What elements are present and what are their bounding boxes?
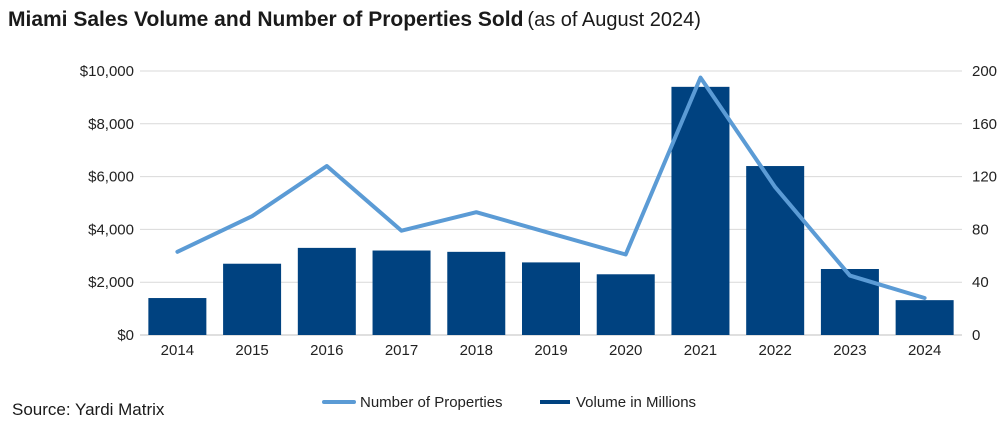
line-point-2022 bbox=[773, 185, 777, 189]
y-right-tick-label: 0 bbox=[972, 327, 980, 344]
bar-2015 bbox=[223, 263, 282, 335]
line-point-2019 bbox=[549, 231, 553, 235]
line-point-2024 bbox=[923, 296, 927, 300]
x-tick-label: 2020 bbox=[609, 342, 642, 359]
legend-label-number-of-properties: Number of Properties bbox=[360, 394, 503, 411]
line-point-2015 bbox=[250, 214, 254, 218]
bar-2024 bbox=[895, 300, 954, 335]
y-right-tick-label: 120 bbox=[972, 169, 997, 186]
line-point-2021 bbox=[698, 76, 702, 80]
line-point-2014 bbox=[175, 250, 179, 254]
y-right-tick-label: 200 bbox=[972, 63, 997, 80]
x-tick-label: 2023 bbox=[833, 342, 866, 359]
x-tick-label: 2021 bbox=[684, 342, 717, 359]
y-left-tick-label: $6,000 bbox=[88, 169, 134, 186]
y-left-tick-label: $2,000 bbox=[88, 274, 134, 291]
chart-title-row: Miami Sales Volume and Number of Propert… bbox=[8, 8, 701, 32]
y-left-tick-label: $4,000 bbox=[88, 221, 134, 238]
line-point-2017 bbox=[400, 229, 404, 233]
source-note: Source: Yardi Matrix bbox=[12, 400, 165, 419]
bar-2023 bbox=[820, 269, 879, 335]
y-right-tick-label: 80 bbox=[972, 221, 989, 238]
x-tick-label: 2014 bbox=[161, 342, 194, 359]
line-point-2018 bbox=[474, 210, 478, 214]
x-tick-label: 2017 bbox=[385, 342, 418, 359]
legend-label-volume-in-millions: Volume in Millions bbox=[576, 394, 696, 411]
bar-2022 bbox=[746, 166, 805, 335]
x-tick-label: 2018 bbox=[460, 342, 493, 359]
x-tick-label: 2024 bbox=[908, 342, 941, 359]
y-left-tick-label: $8,000 bbox=[88, 116, 134, 133]
x-tick-label: 2022 bbox=[758, 342, 791, 359]
bar-2018 bbox=[447, 251, 506, 335]
bar-2019 bbox=[522, 262, 580, 335]
x-tick-label: 2019 bbox=[534, 342, 567, 359]
y-left-tick-label: $0 bbox=[117, 327, 134, 344]
y-right-tick-label: 40 bbox=[972, 274, 989, 291]
y-right-tick-label: 160 bbox=[972, 116, 997, 133]
x-tick-label: 2015 bbox=[235, 342, 268, 359]
chart-title: Miami Sales Volume and Number of Propert… bbox=[8, 8, 524, 31]
bar-2017 bbox=[372, 250, 431, 335]
chart-subtitle: (as of August 2024) bbox=[527, 9, 701, 31]
line-point-2016 bbox=[325, 164, 329, 168]
bar-2016 bbox=[297, 247, 356, 335]
bar-2014 bbox=[148, 298, 207, 335]
line-point-2023 bbox=[848, 274, 852, 278]
y-left-tick-label: $10,000 bbox=[80, 63, 134, 80]
x-tick-label: 2016 bbox=[310, 342, 343, 359]
line-point-2020 bbox=[624, 252, 628, 256]
bar-2020 bbox=[596, 274, 655, 335]
